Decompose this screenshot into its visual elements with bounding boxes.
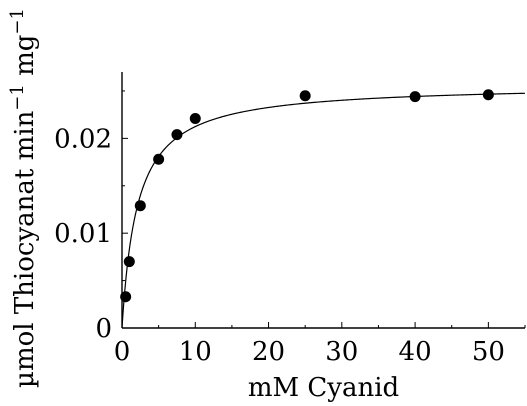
fit-curve	[121, 92, 526, 329]
x-tick-label: 40	[399, 337, 432, 367]
x-axis: 0 10 20 30 40 50	[114, 322, 526, 367]
data-point	[299, 90, 311, 102]
x-tick-label: 30	[325, 337, 358, 367]
x-tick-label: 10	[179, 337, 212, 367]
data-point	[153, 153, 165, 165]
y-tick-label: 0.01	[54, 219, 112, 249]
y-axis-title-text: µmol Thiocyanat min	[10, 110, 40, 388]
data-point	[482, 89, 494, 101]
data-points	[120, 89, 494, 303]
y-tick-label: 0	[95, 314, 112, 344]
x-tick-label: 0	[114, 337, 131, 367]
data-point	[123, 256, 135, 268]
x-tick-label: 20	[252, 337, 285, 367]
fit-curve-group	[121, 92, 526, 329]
data-point	[171, 129, 183, 141]
y-axis-title-unit: mg	[10, 35, 40, 85]
data-point	[189, 112, 201, 124]
y-axis: 0 0.01 0.02	[54, 72, 128, 344]
y-axis-title-exponent: −1	[7, 8, 28, 35]
data-point	[409, 91, 421, 103]
y-tick-label: 0.02	[54, 124, 112, 154]
x-axis-title: mM Cyanid	[248, 373, 399, 403]
y-axis-title-exponent: −1	[7, 84, 28, 111]
x-tick-label: 50	[472, 337, 505, 367]
data-point	[120, 291, 132, 303]
data-point	[134, 200, 146, 212]
y-axis-title: µmol Thiocyanat min−1 mg−1	[7, 8, 40, 388]
